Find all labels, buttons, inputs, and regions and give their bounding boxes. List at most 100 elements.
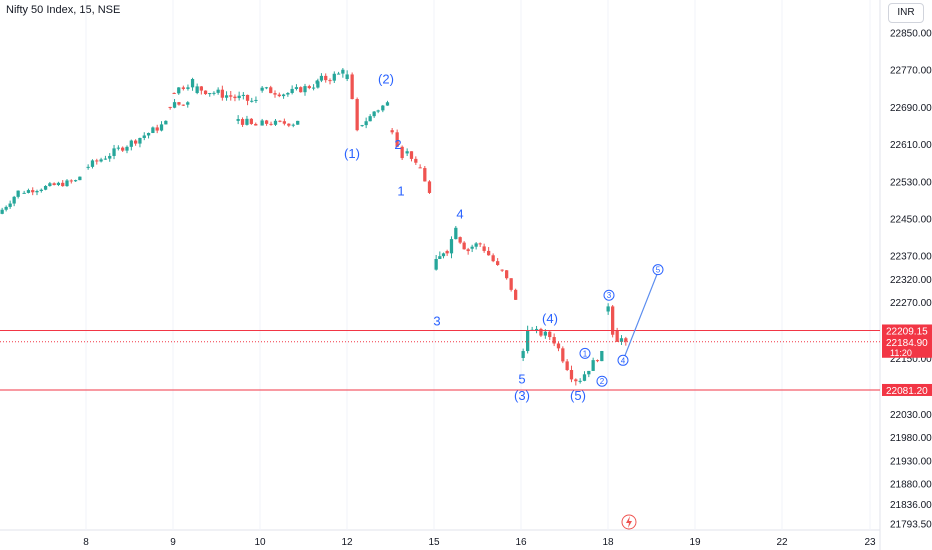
y-tick-label: 22530.00 [890, 177, 932, 188]
candle-body [319, 75, 324, 81]
x-tick-label: 18 [602, 537, 614, 548]
candle-body [177, 102, 181, 105]
candle-body [86, 166, 90, 168]
candle-body [400, 146, 404, 159]
candle-body [578, 380, 582, 382]
candle-body [61, 182, 65, 187]
candle-body [385, 102, 390, 106]
candle-body [482, 246, 486, 251]
wave-circle-marker [596, 375, 608, 387]
candle-body [556, 343, 561, 349]
candle-body [307, 86, 311, 89]
x-tick-label: 12 [341, 537, 353, 548]
candle-body [138, 137, 142, 144]
candle-body [500, 269, 504, 271]
candle-body [8, 203, 12, 207]
candle-body [449, 239, 454, 254]
candle-body [364, 121, 368, 126]
candle-body [376, 110, 380, 112]
candle-body [548, 331, 552, 338]
candle-body [405, 151, 409, 154]
candle-body [315, 80, 319, 84]
currency-button[interactable]: INR [888, 3, 924, 23]
candle-body [39, 189, 43, 191]
candle-body [52, 183, 56, 186]
candle-body [108, 155, 112, 159]
y-tick-label: 22370.00 [890, 252, 932, 263]
candle-body [615, 330, 619, 342]
wave-circle-label: 2 [600, 377, 605, 386]
y-tick-label: 22770.00 [890, 66, 932, 77]
candle-body [509, 278, 513, 290]
candle-body [236, 119, 240, 121]
candle-body [491, 255, 495, 262]
candle-body [241, 94, 245, 96]
candle-body [22, 192, 26, 194]
y-tick-label: 22150.00 [890, 354, 932, 365]
candle-body [350, 74, 354, 100]
x-tick-label: 19 [689, 537, 701, 548]
candle-body [478, 243, 482, 245]
candle-body [462, 242, 466, 250]
candle-body [56, 182, 61, 186]
candle-body [203, 90, 208, 95]
candle-body [526, 330, 530, 352]
lightning-icon [621, 514, 637, 530]
candle-body [172, 102, 177, 108]
candle-body [291, 124, 295, 126]
candle-body [395, 132, 399, 147]
candle-body [341, 69, 345, 74]
candle-body [505, 270, 509, 279]
candle-body [561, 348, 565, 362]
y-tick-label: 22320.00 [890, 275, 932, 286]
lightning-icon-bolt [626, 516, 632, 528]
candle-body [569, 370, 574, 380]
candle-body [224, 95, 229, 98]
candle-body [360, 125, 364, 127]
candle-body [43, 185, 48, 190]
candle-body [269, 87, 273, 94]
price-label-tag: 22209.15 [882, 324, 932, 337]
candle-body [328, 80, 332, 82]
price-label-value: 22184.90 [886, 338, 928, 349]
candle-body [606, 306, 610, 312]
price-label-value: 22209.15 [886, 326, 928, 337]
candle-body [264, 87, 269, 89]
candle-body [418, 167, 422, 169]
wave-label: (4) [542, 311, 558, 326]
candle-body [229, 95, 233, 97]
wave-circle-label: 4 [621, 356, 626, 365]
x-tick-label: 10 [254, 537, 266, 548]
y-tick-label: 22850.00 [890, 29, 932, 40]
candle-body [355, 99, 359, 131]
candle-body [186, 87, 190, 89]
candle-body [454, 227, 458, 240]
candle-body [155, 127, 159, 131]
wave-circle-marker [603, 289, 615, 301]
candle-body [199, 86, 203, 91]
candle-body [336, 73, 341, 75]
wave-label: 4 [456, 207, 463, 222]
candle-body [390, 130, 394, 133]
candle-body [172, 92, 176, 94]
candle-body [434, 258, 438, 270]
wave-label: (3) [514, 388, 530, 403]
candle-body [311, 87, 316, 89]
candle-body [521, 351, 525, 358]
price-label-tag: 22081.20 [882, 383, 932, 397]
candle-body [164, 120, 168, 125]
candle-body [290, 88, 294, 93]
candle-body [181, 87, 185, 89]
candle-body [282, 121, 287, 124]
y-tick-label: 21980.00 [890, 433, 932, 444]
candle-body [539, 328, 543, 336]
candle-body [441, 253, 446, 257]
wave-label: 3 [433, 313, 440, 328]
candle-body [133, 140, 138, 144]
candle-body [35, 190, 39, 193]
wave-label: (5) [570, 388, 586, 403]
candle-body [474, 243, 478, 247]
candle-body [466, 249, 470, 252]
candle-body [129, 140, 133, 147]
